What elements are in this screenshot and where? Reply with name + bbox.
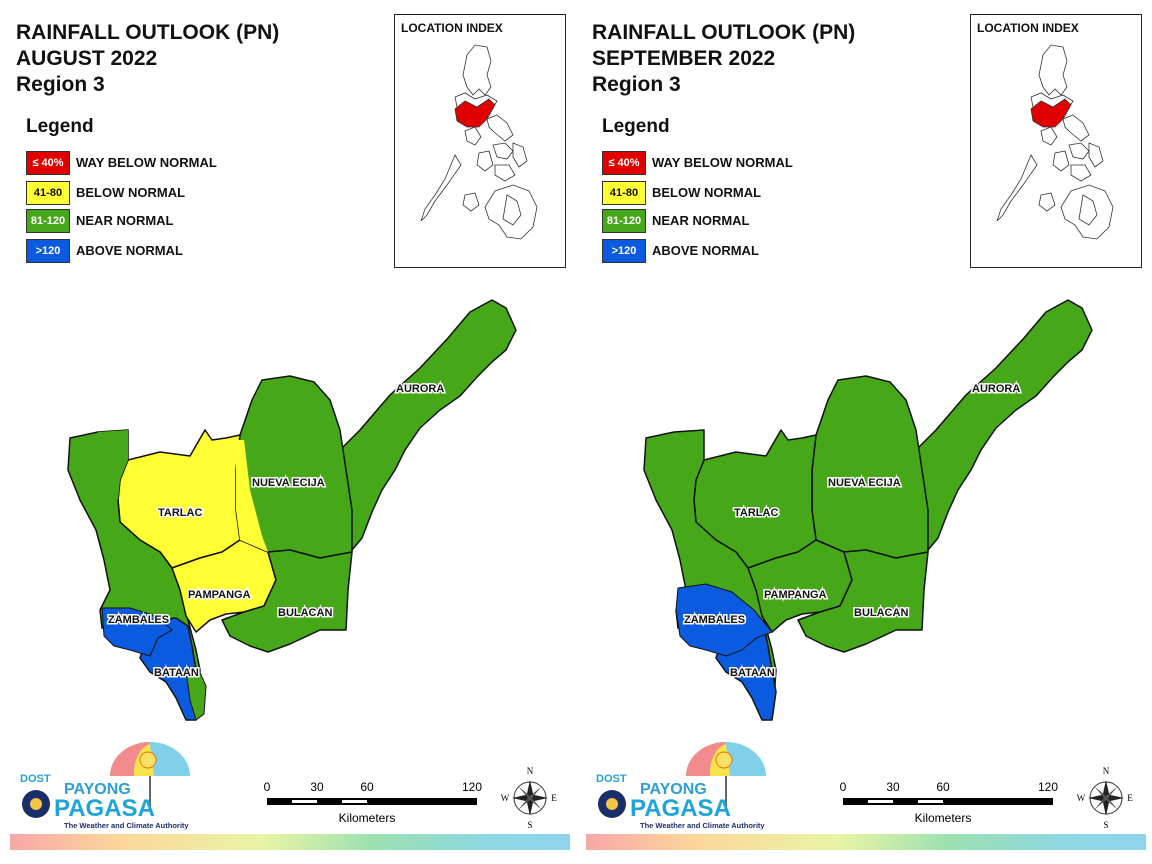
location-index-label: LOCATION INDEX	[977, 21, 1079, 35]
philippines-outline-map	[395, 15, 565, 267]
province-aurora	[905, 299, 1093, 551]
tagline-text: The Weather and Climate Authority	[64, 821, 189, 830]
compass-s: S	[1103, 820, 1108, 830]
title-line-3: Region 3	[592, 73, 681, 96]
scale-tick-30: 30	[310, 780, 324, 794]
label-pampanga: PAMPANGA	[188, 589, 251, 601]
compass-w: W	[501, 793, 510, 803]
compass-s: S	[527, 820, 532, 830]
scale-tick-120: 120	[462, 780, 482, 794]
region-map-august: AURORA NUEVA ECIJA TARLAC PAMPANGA BULAC…	[67, 299, 517, 721]
legend-label: WAY BELOW NORMAL	[652, 155, 793, 170]
label-bulacan: BULACAN	[278, 607, 332, 619]
scale-tick-60: 60	[360, 780, 374, 794]
legend-label: ABOVE NORMAL	[76, 243, 183, 258]
legend-swatch: 81-120	[602, 209, 646, 233]
legend-label: BELOW NORMAL	[652, 185, 762, 200]
compass-e: E	[551, 793, 557, 803]
dost-text: DOST	[596, 773, 627, 785]
province-bulacan	[797, 549, 929, 653]
title-line-1: RAINFALL OUTLOOK (PN)	[16, 21, 280, 44]
title-line-3: Region 3	[16, 73, 105, 96]
label-bataan: BATAAN	[730, 667, 775, 679]
label-nueva-ecija: NUEVA ECIJA	[828, 477, 901, 489]
payong-text: PAYONG	[64, 781, 131, 798]
tagline-text: The Weather and Climate Authority	[640, 821, 765, 830]
pagasa-text: PAGASA	[630, 795, 731, 822]
tarlac-east-near-normal-band	[236, 440, 268, 552]
outlook-panel-august: RAINFALL OUTLOOK (PN) AUGUST 2022 Region…	[10, 14, 570, 850]
scale-tick-30: 30	[886, 780, 900, 794]
footer-gradient-bar	[586, 834, 1146, 850]
legend-swatch: 41-80	[602, 181, 646, 205]
label-nueva-ecija: NUEVA ECIJA	[252, 477, 325, 489]
legend-swatch: >120	[602, 239, 646, 263]
pagasa-logo: DOST PAYONG PAGASA The Weather and Clima…	[596, 742, 766, 830]
label-tarlac: TARLAC	[158, 507, 202, 519]
title-line-1: RAINFALL OUTLOOK (PN)	[592, 21, 856, 44]
label-tarlac: TARLAC	[734, 507, 778, 519]
province-nueva-ecija	[811, 375, 929, 559]
label-pampanga: PAMPANGA	[764, 589, 827, 601]
scale-unit: Kilometers	[339, 811, 396, 825]
compass-w: W	[1077, 793, 1086, 803]
zambales-above-normal-area	[101, 607, 173, 657]
province-aurora	[329, 299, 517, 551]
scale-tick-120: 120	[1038, 780, 1058, 794]
legend-title: Legend	[602, 116, 670, 137]
compass-rose-icon: N S E W	[501, 766, 558, 830]
label-zambales: ZAMBALES	[684, 614, 745, 626]
label-zambales: ZAMBALES	[108, 614, 169, 626]
label-bulacan: BULACAN	[854, 607, 908, 619]
legend-label: NEAR NORMAL	[652, 213, 750, 228]
province-bulacan	[221, 549, 353, 653]
philippines-outline-map	[971, 15, 1141, 267]
location-index-box: LOCATION INDEX	[394, 14, 566, 268]
bataan-near-normal-strip	[185, 667, 207, 721]
map-title: RAINFALL OUTLOOK (PN) SEPTEMBER 2022 Reg…	[592, 20, 855, 98]
legend-swatch: 81-120	[26, 209, 70, 233]
pagasa-text: PAGASA	[54, 795, 155, 822]
zambales-above-normal-area	[675, 583, 773, 657]
legend-label: NEAR NORMAL	[76, 213, 174, 228]
scale-tick-60: 60	[936, 780, 950, 794]
legend-label: BELOW NORMAL	[76, 185, 186, 200]
location-index-box: LOCATION INDEX	[970, 14, 1142, 268]
label-aurora: AURORA	[972, 383, 1020, 395]
footer-gradient-bar	[10, 834, 570, 850]
scale-tick-0: 0	[840, 780, 847, 794]
region-map-september: AURORA NUEVA ECIJA TARLAC PAMPANGA BULAC…	[643, 299, 1093, 721]
payong-text: PAYONG	[640, 781, 707, 798]
tarlac-near-normal-band	[98, 430, 128, 500]
dost-text: DOST	[20, 773, 51, 785]
title-line-2: SEPTEMBER 2022	[592, 47, 776, 70]
label-bataan: BATAAN	[154, 667, 199, 679]
scale-bar: 0 30 60 120 Kilometers	[264, 780, 483, 825]
title-line-2: AUGUST 2022	[16, 47, 158, 70]
region-3-highlight	[454, 98, 496, 128]
legend-swatch: ≤ 40%	[602, 151, 646, 175]
legend-swatch: >120	[26, 239, 70, 263]
region-3-highlight	[1030, 98, 1072, 128]
compass-e: E	[1127, 793, 1133, 803]
legend-title: Legend	[26, 116, 94, 137]
label-aurora: AURORA	[396, 383, 444, 395]
location-index-label: LOCATION INDEX	[401, 21, 503, 35]
legend-label: ABOVE NORMAL	[652, 243, 759, 258]
legend-swatch: ≤ 40%	[26, 151, 70, 175]
scale-tick-0: 0	[264, 780, 271, 794]
compass-n: N	[527, 766, 534, 776]
compass-rose-icon: N S E W	[1077, 766, 1134, 830]
map-title: RAINFALL OUTLOOK (PN) AUGUST 2022 Region…	[16, 20, 279, 98]
outlook-panel-september: RAINFALL OUTLOOK (PN) SEPTEMBER 2022 Reg…	[576, 0, 1152, 864]
legend-swatch: 41-80	[26, 181, 70, 205]
legend-label: WAY BELOW NORMAL	[76, 155, 217, 170]
compass-n: N	[1103, 766, 1110, 776]
scale-bar: 0 30 60 120 Kilometers	[840, 780, 1059, 825]
pagasa-logo: DOST PAYONG PAGASA The Weather and Clima…	[20, 742, 190, 830]
scale-unit: Kilometers	[915, 811, 972, 825]
